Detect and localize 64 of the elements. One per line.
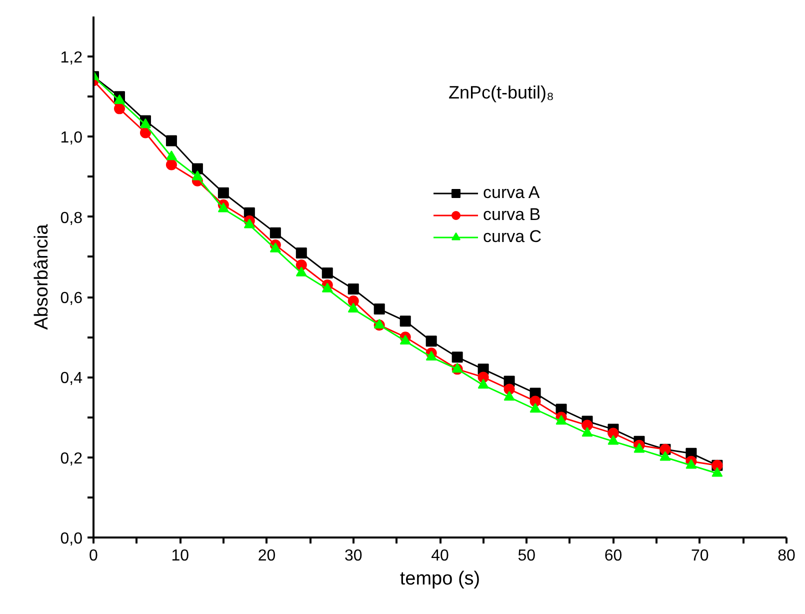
point [426, 336, 437, 347]
x-tick-label: 30 [344, 548, 362, 564]
x-tick-label: 40 [431, 548, 449, 564]
point [270, 242, 281, 252]
y-tick-label: 1,0 [60, 130, 83, 147]
y-tick-label: 0,0 [60, 530, 83, 548]
point [478, 372, 489, 383]
x-axis-title: tempo (s) [400, 568, 480, 590]
point [270, 227, 281, 238]
point [166, 135, 177, 146]
point [140, 118, 151, 128]
point [504, 390, 515, 401]
y-tick-label: 0,6 [60, 290, 83, 308]
point [452, 352, 463, 363]
point [374, 304, 385, 315]
legend-label: curva B [483, 205, 541, 225]
point [608, 428, 619, 439]
point [504, 384, 515, 395]
point [296, 259, 307, 270]
point [530, 396, 541, 407]
point [322, 267, 333, 278]
point [686, 459, 697, 469]
x-tick-label: 20 [258, 548, 276, 564]
x-tick-label: 80 [778, 548, 796, 564]
point [374, 318, 385, 328]
x-tick-label: 0 [89, 548, 98, 564]
x-tick-label: 60 [604, 548, 622, 564]
x-tick-label: 10 [171, 548, 190, 564]
point [530, 402, 541, 413]
point [608, 435, 619, 445]
point [712, 467, 723, 477]
y-tick-label: 0,2 [60, 450, 83, 468]
y-axis-title: Absorbância [31, 224, 52, 330]
point [218, 202, 229, 212]
point [192, 170, 203, 180]
point [400, 334, 411, 345]
point [348, 284, 359, 295]
point [114, 103, 125, 114]
point [348, 296, 359, 307]
point [582, 427, 593, 437]
point [166, 159, 177, 170]
point [634, 443, 645, 453]
point [114, 94, 125, 104]
legend-label: curva C [483, 227, 542, 247]
point [296, 266, 307, 276]
point [426, 350, 437, 361]
point [218, 187, 229, 198]
point [660, 451, 671, 461]
y-tick-label: 0,8 [60, 210, 83, 227]
point [556, 415, 567, 425]
x-tick-label: 50 [518, 548, 536, 564]
point [348, 302, 359, 312]
y-tick-label: 1,2 [60, 50, 83, 67]
point [166, 150, 177, 160]
annotation: ZnPc(t-butil)₈ [448, 82, 554, 102]
legend-label: curva A [483, 183, 540, 203]
point [322, 282, 333, 292]
point [478, 378, 489, 389]
point [296, 247, 307, 258]
y-tick-label: 0,4 [60, 370, 83, 388]
point [140, 127, 151, 138]
point [244, 218, 255, 228]
point [400, 316, 411, 327]
x-tick-label: 70 [690, 548, 709, 564]
